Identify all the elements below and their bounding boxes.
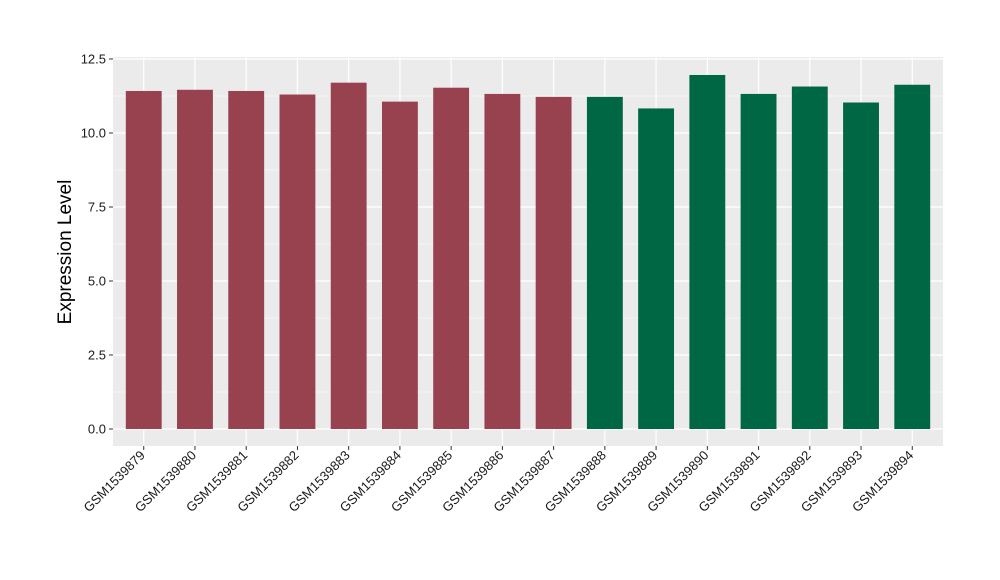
y-tick-label: 12.5	[81, 52, 106, 67]
bars	[125, 74, 931, 430]
bar	[228, 90, 265, 429]
bar	[433, 87, 470, 429]
bar	[586, 96, 623, 429]
bar	[279, 94, 316, 430]
bar	[638, 108, 675, 429]
y-tick-label: 10.0	[81, 126, 106, 141]
bar	[689, 74, 726, 429]
bar	[381, 101, 418, 430]
bar	[791, 86, 828, 429]
bar	[125, 90, 162, 429]
bar	[740, 93, 777, 429]
bar	[843, 102, 879, 430]
y-axis-title: Expression Level	[55, 180, 76, 325]
x-axis: GSM1539879GSM1539880GSM1539881GSM1539882…	[81, 446, 916, 515]
y-tick-label: 5.0	[88, 274, 106, 289]
bar	[894, 84, 931, 429]
bar	[484, 93, 521, 429]
bar	[330, 82, 367, 430]
bar	[535, 96, 572, 429]
bar	[177, 89, 213, 429]
y-axis: 0.0 2.5 5.0 7.5 10.0 12.5	[81, 52, 113, 437]
y-tick-label: 7.5	[88, 200, 106, 215]
y-tick-label: 2.5	[88, 348, 106, 363]
y-tick-label: 0.0	[88, 422, 106, 437]
